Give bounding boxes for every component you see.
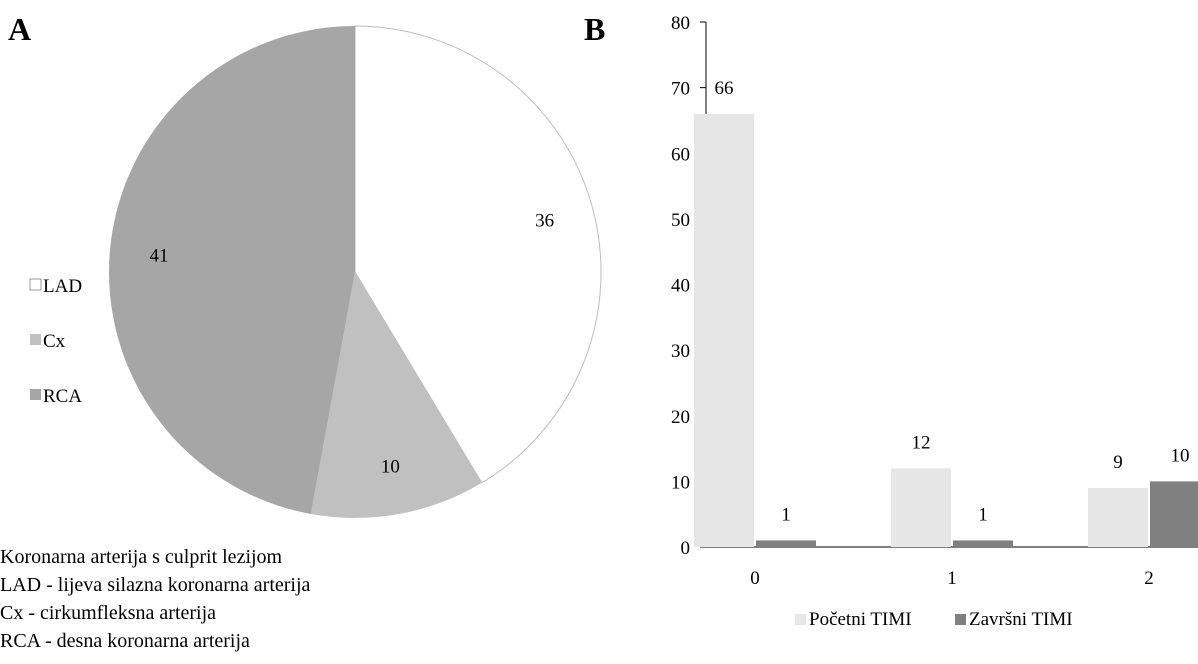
- pie-slice-lad: [354, 25, 602, 484]
- y-tick-label: 80: [671, 13, 690, 34]
- legend-swatch-zavrsni-timi: [955, 614, 966, 625]
- y-tick-label: 0: [681, 538, 691, 559]
- caption-line: Cx - cirkumfleksna arterija: [0, 602, 217, 624]
- bar-legend: Početni TIMI Završni TIMI: [795, 609, 1073, 630]
- legend-label-pocetni-timi: Početni TIMI: [809, 609, 912, 630]
- bar-data-label: 12: [912, 432, 931, 453]
- bar-data-label: 10: [1171, 445, 1190, 466]
- pie-slice-cx: [310, 272, 482, 518]
- x-tick-label: 2: [1144, 568, 1154, 589]
- bar-pocetni-timi-2: [1088, 487, 1148, 547]
- caption-line: RCA - desna koronarna arterija: [0, 630, 250, 652]
- bar-zavrsni-timi-2: [1150, 481, 1198, 547]
- pie-legend: LAD Cx RCA: [29, 276, 82, 407]
- pie-data-label-cx: 10: [381, 457, 400, 478]
- caption-line: LAD - lijeva silazna koronarna arterija: [0, 574, 311, 596]
- y-tick-label: 50: [671, 210, 690, 231]
- bar-zavrsni-timi-0: [756, 540, 816, 547]
- y-tick-label: 40: [671, 276, 690, 297]
- pie-chart: 36 10 41: [109, 25, 602, 518]
- bar-data-label: 9: [1113, 452, 1123, 473]
- bar-pocetni-timi-1: [891, 468, 951, 547]
- legend-label-rca: RCA: [43, 386, 82, 407]
- panel-a-letter: A: [8, 11, 31, 47]
- y-tick-label: 60: [671, 144, 690, 165]
- bar-zavrsni-timi-1: [953, 540, 1013, 547]
- legend-swatch-rca: [30, 389, 41, 400]
- pie-slice-rca: [109, 26, 355, 515]
- bar-data-label: 66: [715, 78, 734, 99]
- legend-swatch-lad: [29, 278, 42, 291]
- panel-b-letter: B: [584, 11, 605, 47]
- bar-chart: 010203040506070800661112129103075: [671, 13, 1198, 589]
- caption-line: Koronarna arterija s culprit lezijom: [0, 546, 283, 568]
- caption: Koronarna arterija s culprit lezijom LAD…: [0, 543, 310, 655]
- bar-data-label: 1: [781, 504, 791, 525]
- legend-label-zavrsni-timi: Završni TIMI: [969, 609, 1073, 630]
- y-tick-label: 70: [671, 79, 690, 100]
- legend-swatch-cx: [30, 334, 41, 345]
- pie-data-label-rca: 41: [150, 245, 169, 266]
- bar-data-label: 1: [978, 504, 988, 525]
- x-tick-label: 1: [947, 568, 957, 589]
- legend-swatch-pocetni-timi: [795, 614, 806, 625]
- pie-data-label-lad: 36: [535, 210, 554, 231]
- y-tick-label: 20: [671, 407, 690, 428]
- legend-label-cx: Cx: [43, 331, 66, 352]
- legend-label-lad: LAD: [43, 276, 82, 297]
- bar-pocetni-timi-0: [694, 113, 754, 547]
- x-tick-label: 0: [750, 568, 760, 589]
- y-tick-label: 30: [671, 341, 690, 362]
- y-tick-label: 10: [671, 472, 690, 493]
